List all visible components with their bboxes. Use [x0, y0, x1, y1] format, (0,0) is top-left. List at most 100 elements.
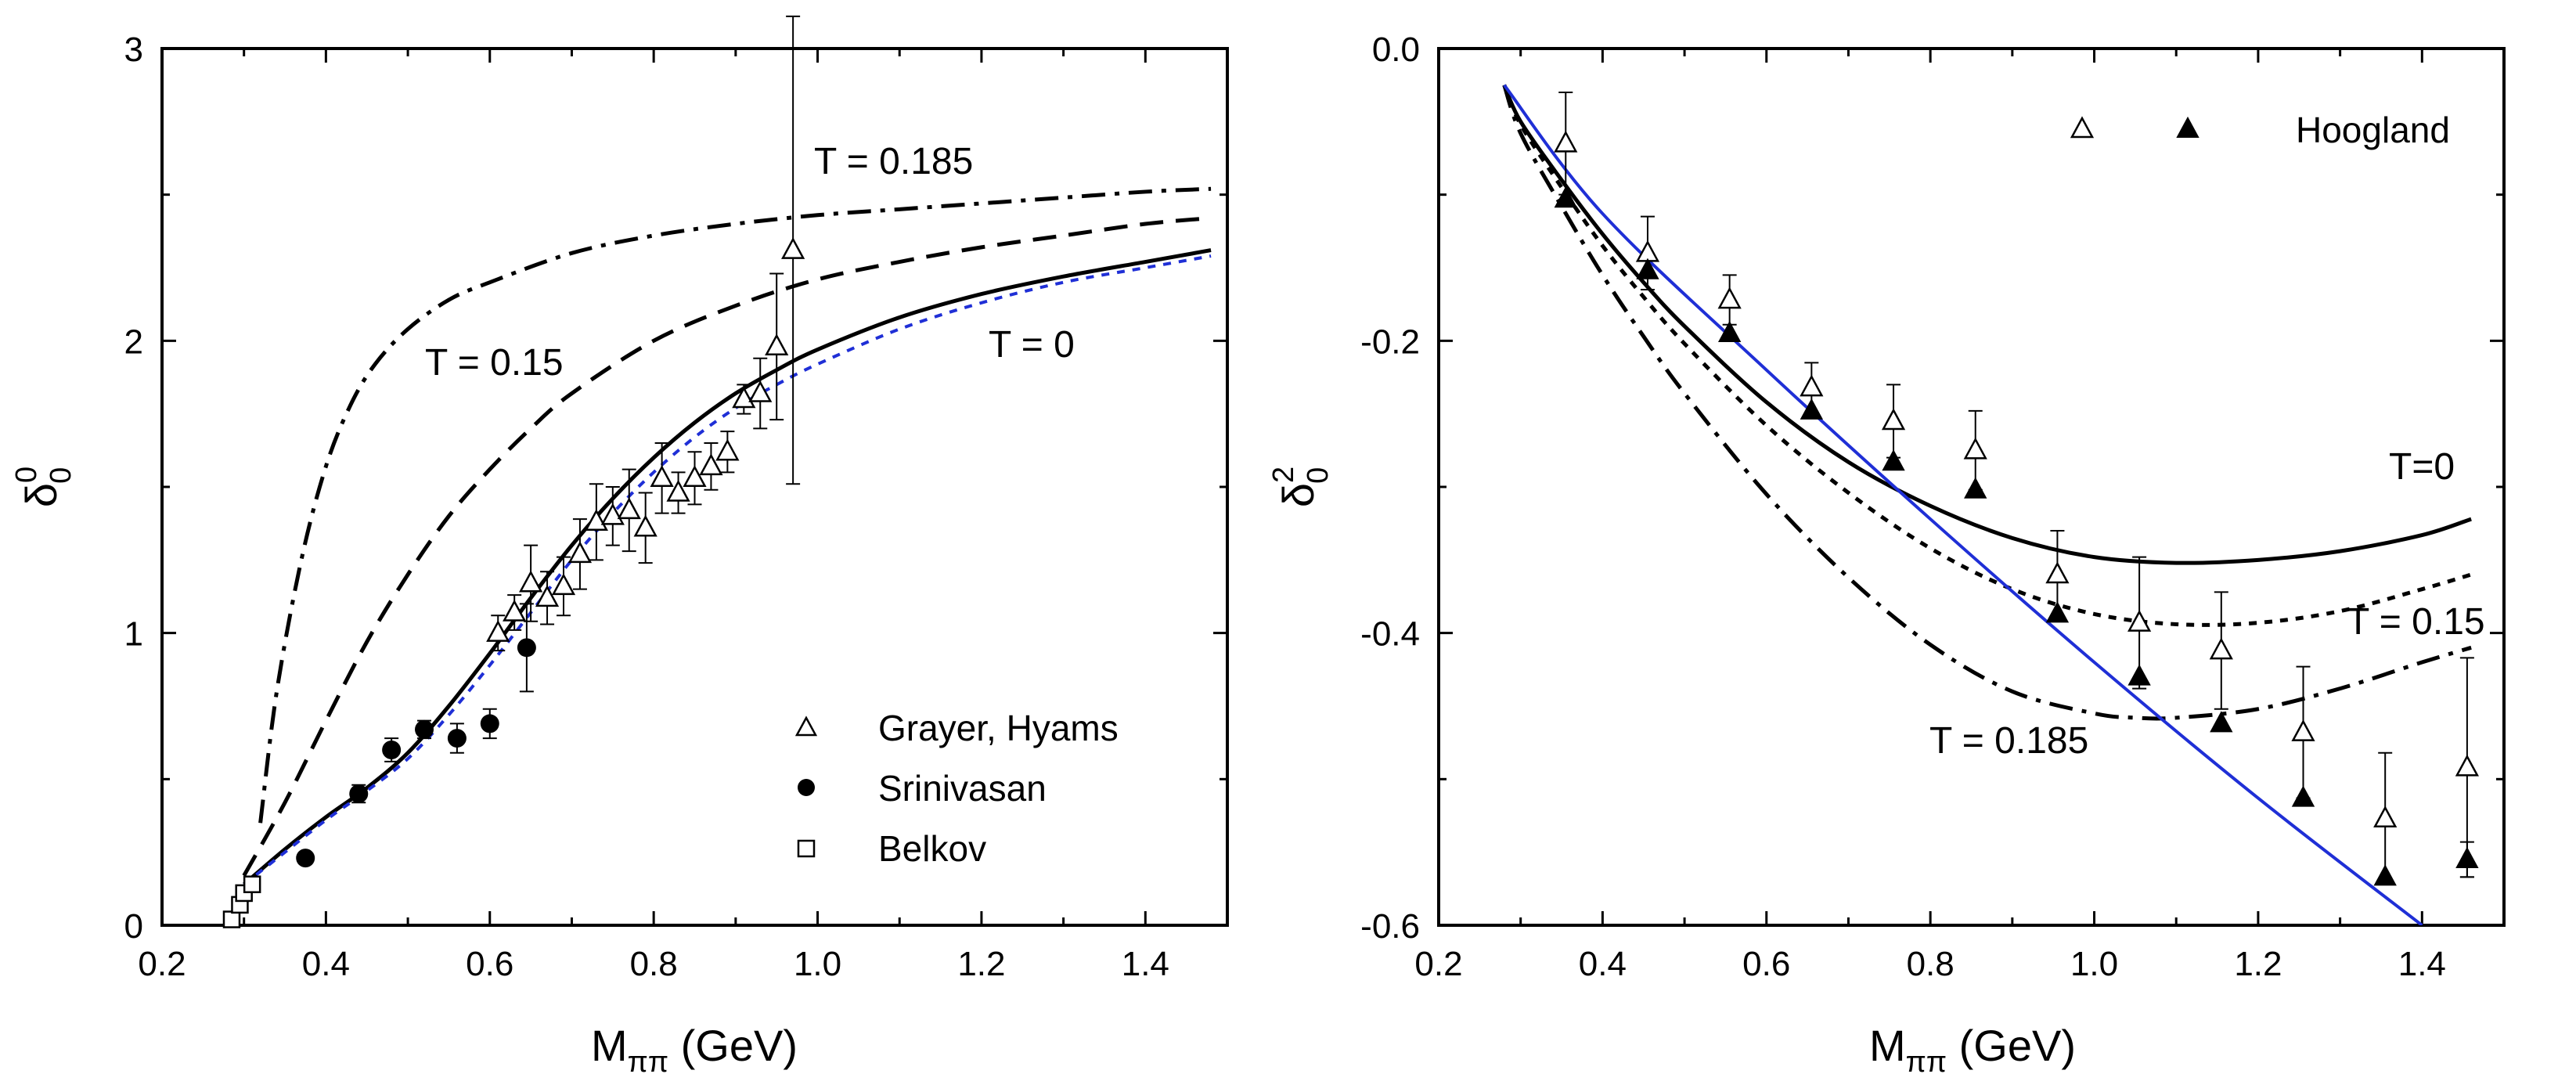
left-data-point — [480, 714, 499, 733]
left-series-line-0 — [243, 248, 1212, 886]
right-x-tick-labels: 0.2 0.4 0.6 0.8 1.0 1.2 1.4 — [1414, 945, 2445, 983]
right-x-tick-label: 0.4 — [1579, 945, 1627, 983]
right-data-point — [2209, 637, 2233, 660]
right-data-point — [1800, 398, 1824, 420]
legend-marker-filled-triangle — [2176, 116, 2200, 138]
left-data-point — [732, 386, 756, 409]
left-data-point — [617, 497, 641, 520]
legend-marker-open-triangle — [2070, 116, 2095, 139]
right-x-tick-label: 0.8 — [1907, 945, 1955, 983]
left-data-point — [567, 541, 593, 564]
right-data-point — [1636, 258, 1659, 279]
left-annotation-t0185: T = 0.185 — [814, 141, 973, 182]
left-data-point — [666, 479, 690, 502]
right-data-point — [1554, 186, 1577, 208]
right-y-axis-label: δ20 — [1267, 467, 1335, 507]
left-y-tick-label: 0 — [124, 907, 143, 946]
left-x-tick-label: 0.2 — [138, 945, 186, 983]
right-ticks — [1437, 47, 2504, 927]
left-data-point — [584, 509, 608, 532]
legend-marker-open-triangle — [794, 715, 818, 737]
right-data-point — [1964, 477, 1987, 499]
right-data-point — [2291, 785, 2315, 807]
right-series — [1502, 84, 2472, 925]
left-data-point — [517, 638, 536, 658]
svg-text:Belkov: Belkov — [878, 828, 986, 869]
legend-item-grayer-hyams: Grayer, Hyams — [794, 708, 1119, 748]
left-y-tick-label: 3 — [124, 31, 143, 69]
right-data-point — [1554, 130, 1578, 153]
left-data-point — [349, 784, 369, 803]
left-data-point — [243, 875, 261, 893]
right-annotation-t0185: T = 0.185 — [1929, 720, 2088, 762]
left-data-point — [683, 465, 707, 488]
right-data-point — [2045, 601, 2070, 623]
left-data-point — [382, 741, 402, 759]
right-y-tick-label: -0.4 — [1360, 615, 1420, 654]
left-data-point — [503, 599, 527, 622]
left-data-point — [715, 438, 740, 461]
left-data-point — [447, 729, 467, 748]
svg-text:Srinivasan: Srinivasan — [878, 768, 1047, 809]
left-x-tick-labels: 0.2 0.4 0.6 0.8 1.0 1.2 1.4 — [138, 945, 1169, 983]
left-data-point — [699, 453, 723, 476]
left-data-point — [765, 333, 789, 356]
right-data-point — [2127, 664, 2151, 686]
left-series — [242, 186, 1212, 886]
left-data-point — [551, 573, 576, 596]
left-data-point — [415, 719, 434, 739]
right-data-point — [1717, 320, 1742, 342]
legend-item-belkov: Belkov — [797, 828, 986, 869]
left-annotation-t015: T = 0.15 — [425, 342, 564, 384]
left-chart: 0.2 0.4 0.6 0.8 1.0 1.2 1.4 0 1 2 3 Mππ (GeV) δ00… — [10, 15, 1229, 1079]
left-annotation-t0: T = 0 — [989, 324, 1075, 366]
right-x-tick-label: 1.0 — [2070, 945, 2118, 983]
left-y-tick-labels: 0 1 2 3 — [124, 31, 143, 946]
right-data-point — [2127, 609, 2152, 632]
left-series-line-2 — [242, 216, 1212, 877]
right-data-point — [2045, 561, 2070, 584]
left-data-point — [650, 465, 674, 488]
right-x-tick-label: 1.4 — [2398, 945, 2446, 983]
left-x-tick-label: 1.2 — [957, 945, 1005, 983]
right-legend: Hoogland — [2070, 110, 2450, 150]
legend-marker-open-square — [797, 839, 816, 858]
right-x-tick-label: 0.6 — [1742, 945, 1790, 983]
right-y-tick-labels: 0.0 -0.2 -0.4 -0.6 — [1360, 31, 1420, 946]
left-data-point — [535, 585, 560, 607]
left-data-point — [633, 514, 658, 537]
left-x-tick-label: 0.6 — [466, 945, 513, 983]
right-series-line-0 — [1502, 84, 2472, 565]
right-x-tick-label: 0.2 — [1414, 945, 1462, 983]
left-x-tick-label: 0.4 — [302, 945, 350, 983]
left-data-point — [748, 380, 773, 402]
left-x-tick-label: 0.8 — [630, 945, 678, 983]
left-data-point — [600, 503, 625, 525]
left-y-axis-label: δ00 — [10, 467, 77, 507]
right-series-line-3 — [1503, 84, 2423, 925]
right-data-point — [1881, 408, 1906, 431]
left-ticks — [160, 47, 1227, 927]
right-data-point — [2373, 805, 2398, 827]
right-data-point — [2210, 711, 2233, 733]
right-points — [1554, 92, 2479, 886]
left-x-tick-label: 1.0 — [794, 945, 841, 983]
left-data-point — [486, 620, 510, 642]
right-data-point — [2455, 846, 2479, 868]
right-series-line-1 — [1502, 84, 2472, 627]
right-series-line-2 — [1502, 84, 2472, 721]
right-data-point — [1882, 449, 1905, 471]
left-data-point — [781, 236, 805, 259]
svg-text:δ00: δ00 — [10, 467, 77, 507]
right-data-point — [1800, 374, 1824, 397]
right-x-axis-label: Mππ (GeV) — [1869, 1021, 2076, 1079]
left-x-axis-label: Mππ (GeV) — [591, 1021, 798, 1079]
right-annotation-t0: T=0 — [2389, 446, 2455, 488]
right-data-point — [2373, 864, 2397, 886]
left-data-point — [296, 849, 315, 868]
svg-text:Grayer, Hyams: Grayer, Hyams — [878, 708, 1119, 748]
right-chart: 0.2 0.4 0.6 0.8 1.0 1.2 1.4 0.0 -0.2 -0.4 -0.6 Mπ… — [1267, 31, 2506, 1079]
left-data-point — [519, 570, 543, 593]
right-y-tick-label: -0.6 — [1360, 907, 1420, 946]
